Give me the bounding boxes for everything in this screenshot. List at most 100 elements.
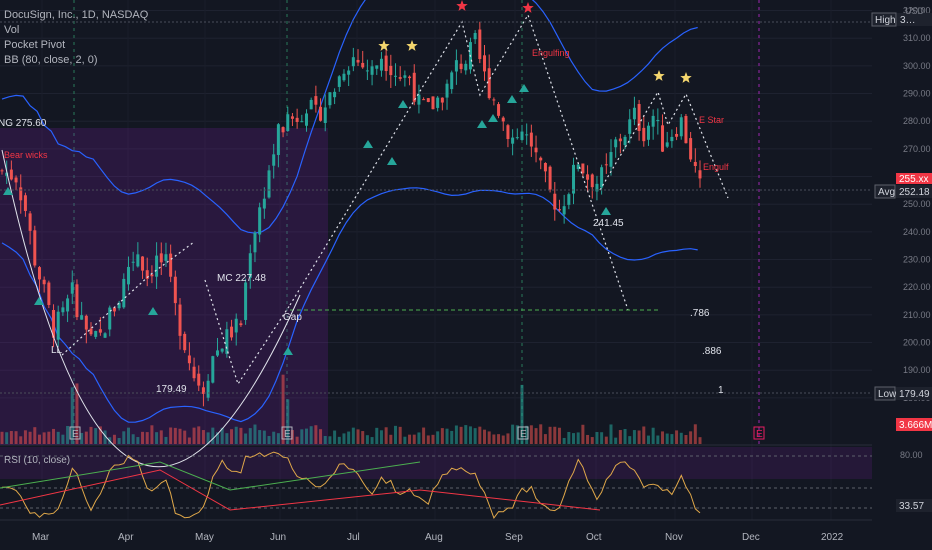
svg-text:3…: 3… xyxy=(900,15,916,26)
volume-bar xyxy=(333,430,337,444)
candle xyxy=(337,75,341,92)
star-marker xyxy=(653,70,665,81)
y-tick-label: 320.00 xyxy=(903,6,931,16)
star-marker xyxy=(456,0,468,11)
svg-text:252.18: 252.18 xyxy=(899,187,930,198)
candle xyxy=(215,337,219,358)
volume-bar xyxy=(543,434,547,444)
volume-bar xyxy=(548,426,552,444)
volume-bar xyxy=(230,429,234,444)
candle xyxy=(19,174,23,214)
legend-bb[interactable]: BB (80, close, 2, 0) xyxy=(4,54,98,66)
last-price-tag: 255.xx xyxy=(896,173,932,185)
legend-vol[interactable]: Vol xyxy=(4,24,20,36)
rsi-line xyxy=(1,451,701,519)
candle xyxy=(581,163,585,177)
legend-pivot[interactable]: Pocket Pivot xyxy=(4,39,66,51)
candle xyxy=(590,173,594,199)
volume-bar xyxy=(454,425,458,444)
candle xyxy=(347,66,351,87)
earnings-marker-upcoming[interactable]: E xyxy=(753,426,765,440)
candle xyxy=(604,153,608,174)
x-tick-label: 2022 xyxy=(821,532,844,543)
volume-bar xyxy=(56,431,60,444)
volume-bar xyxy=(665,433,669,444)
volume-bar xyxy=(192,427,196,444)
candle xyxy=(693,148,697,173)
candle xyxy=(665,131,669,148)
engulfing-label: Engulfing xyxy=(532,48,570,58)
candle xyxy=(698,160,702,188)
volume-bar xyxy=(103,430,107,444)
candle xyxy=(66,294,70,323)
candle xyxy=(267,165,271,199)
volume-bar xyxy=(661,431,665,444)
y-tick-label: 240.00 xyxy=(903,227,931,237)
candle xyxy=(562,194,566,224)
candle xyxy=(276,123,280,168)
volume-bar xyxy=(150,425,154,444)
rsi-pane[interactable] xyxy=(0,451,872,519)
x-tick-label: Mar xyxy=(32,532,50,543)
candle xyxy=(398,66,402,82)
candle xyxy=(342,69,346,82)
candle xyxy=(511,129,515,156)
star-marker xyxy=(522,2,534,13)
volume-bar xyxy=(539,424,543,444)
volume-bar xyxy=(581,424,585,444)
candle xyxy=(183,331,187,353)
volume-bar xyxy=(436,431,440,444)
volume-bar xyxy=(534,428,538,444)
volume-bar xyxy=(576,432,580,444)
candle xyxy=(192,357,196,382)
candle xyxy=(417,84,421,114)
star-label: E Star xyxy=(699,115,724,125)
volume-bar xyxy=(94,428,98,444)
volume-bar xyxy=(178,428,182,444)
volume-bar xyxy=(0,431,4,444)
volume-bar xyxy=(84,431,88,444)
legend-symbol[interactable]: DocuSign, Inc., 1D, NASDAQ xyxy=(4,9,149,21)
volume-bar xyxy=(394,425,398,444)
candle xyxy=(422,97,426,101)
volume-bar xyxy=(492,434,496,444)
candle xyxy=(201,381,205,407)
volume-bar xyxy=(281,374,285,444)
candle xyxy=(384,49,388,81)
star-marker xyxy=(406,40,418,51)
candle xyxy=(473,30,477,44)
volume-bar xyxy=(173,427,177,444)
volume-bar xyxy=(426,435,430,444)
candle xyxy=(478,21,482,64)
candle xyxy=(651,109,655,140)
candle xyxy=(178,298,182,350)
candle xyxy=(450,70,454,94)
candles[interactable] xyxy=(0,21,702,407)
candle xyxy=(333,88,337,105)
volume-bar xyxy=(136,437,140,444)
candle xyxy=(501,116,505,131)
candle xyxy=(572,157,576,205)
candle xyxy=(309,97,313,110)
candle xyxy=(487,54,491,100)
candle xyxy=(225,321,229,358)
volume-bar xyxy=(187,437,191,444)
volume-bar xyxy=(169,427,173,444)
volume-bar xyxy=(347,431,351,444)
pocket-pivot-marker xyxy=(3,187,13,195)
volume-bar xyxy=(262,430,266,444)
rsi-top-tick: 80.00 xyxy=(900,450,923,460)
candle xyxy=(295,108,299,129)
earnings-marker[interactable]: E xyxy=(517,426,529,440)
candle xyxy=(33,225,37,268)
volume-bar xyxy=(61,434,65,444)
volume-bar xyxy=(698,437,702,444)
volume-bar xyxy=(632,430,636,444)
rsi-label: RSI (10, close) xyxy=(4,455,70,466)
earnings-marker[interactable]: E xyxy=(281,426,293,440)
swing-low-label: 241.45 xyxy=(593,218,624,229)
candle xyxy=(173,270,177,316)
earnings-marker[interactable]: E xyxy=(69,426,81,440)
x-tick-label: Jul xyxy=(347,532,360,543)
